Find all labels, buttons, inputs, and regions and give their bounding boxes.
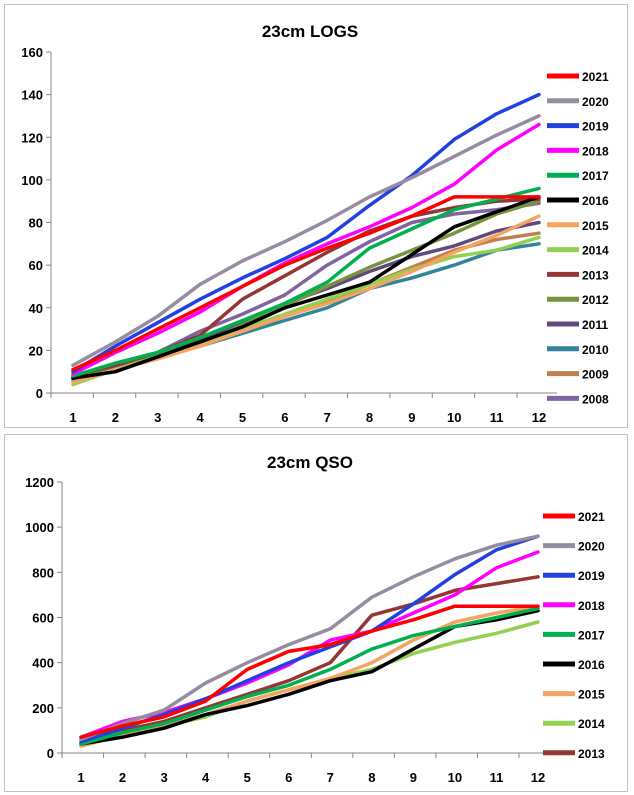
legend-label-2012: 2012 [582,293,609,307]
legend-label-2009: 2009 [582,368,609,382]
series-line-2017 [79,606,540,746]
x-tick-label: 9 [408,410,415,425]
x-tick-label: 4 [202,770,210,785]
legend-label-2013: 2013 [582,268,609,282]
series-line-2018 [71,122,541,376]
y-tick-label: 140 [21,88,43,103]
y-tick-label: 0 [47,746,54,761]
x-tick-label: 6 [285,770,292,785]
x-tick-label: 1 [77,770,84,785]
x-tick-label: 9 [410,770,417,785]
x-tick-label: 5 [239,410,246,425]
series-line-2016 [71,195,541,380]
y-tick-label: 40 [29,301,43,316]
x-tick-label: 11 [490,770,504,785]
x-tick-label: 5 [244,770,251,785]
legend-label-2015: 2015 [582,219,609,233]
legend-label-2010: 2010 [582,343,609,357]
legend-label-2013: 2013 [578,747,605,761]
legend-label-2019: 2019 [578,569,605,583]
legend-label-2017: 2017 [578,628,605,642]
chart-title: 23cm LOGS [262,22,358,41]
x-tick-label: 4 [196,410,204,425]
x-tick-label: 11 [490,410,504,425]
x-tick-label: 2 [119,770,126,785]
y-tick-label: 160 [21,45,43,60]
y-tick-label: 1000 [25,520,54,535]
series-lines [79,534,540,748]
legend-label-2020: 2020 [578,540,605,554]
x-tick-label: 10 [447,410,461,425]
x-tick-label: 12 [532,410,546,425]
qso-chart: 23cm QSO 0 200 400 600 800 1000 1200 1 2 3 4 5 6 7 8 9 1… [4,434,628,792]
series-line-2020 [71,114,541,368]
y-tick-label: 80 [29,216,43,231]
x-tick-label: 8 [368,770,375,785]
logs-chart: 23cm LOGS 0 20 40 60 80 100 120 140 160 1 2 3 4 5 6 7 8 9… [4,4,628,428]
chart-title: 23cm QSO [267,453,353,472]
y-tick-label: 60 [29,258,43,273]
legend-label-2014: 2014 [578,717,605,731]
series-line-2021 [71,195,541,372]
legend-label-2016: 2016 [582,194,609,208]
legend-label-2019: 2019 [582,120,609,134]
series-line-2015 [79,604,540,748]
legend-label-2018: 2018 [578,599,605,613]
series-line-2021 [79,604,540,739]
legend-label-2008: 2008 [582,392,609,406]
y-tick-label: 0 [36,386,43,401]
legend-label-2016: 2016 [578,658,605,672]
x-tick-label: 7 [324,410,331,425]
y-tick-label: 1200 [25,475,54,490]
x-tick-label: 12 [531,770,545,785]
series-lines [71,92,541,387]
legend-label-2011: 2011 [582,318,608,332]
x-tick-label: 2 [112,410,119,425]
x-tick-label: 10 [448,770,462,785]
y-tick-label: 120 [21,130,43,145]
x-tick-label: 7 [327,770,334,785]
y-tick-label: 200 [32,701,54,716]
legend-label-2018: 2018 [582,144,609,158]
legend-label-2014: 2014 [582,244,609,258]
x-tick-label: 3 [160,770,167,785]
y-tick-label: 800 [32,565,54,580]
series-line-2018 [79,550,540,739]
legend-label-2017: 2017 [582,169,609,183]
legend-label-2021: 2021 [578,510,605,524]
x-tick-label: 3 [154,410,161,425]
y-tick-label: 400 [32,656,54,671]
y-tick-label: 600 [32,611,54,626]
series-line-2019 [71,92,541,374]
series-line-2012 [71,199,541,380]
legend-label-2020: 2020 [582,95,609,109]
series-line-2020 [79,534,540,742]
legend-label-2015: 2015 [578,688,605,702]
x-tick-label: 8 [366,410,373,425]
x-tick-label: 1 [69,410,76,425]
y-tick-label: 100 [21,173,43,188]
y-tick-label: 20 [29,343,43,358]
x-tick-label: 6 [281,410,288,425]
series-line-2017 [71,186,541,378]
legend-label-2021: 2021 [582,70,609,84]
